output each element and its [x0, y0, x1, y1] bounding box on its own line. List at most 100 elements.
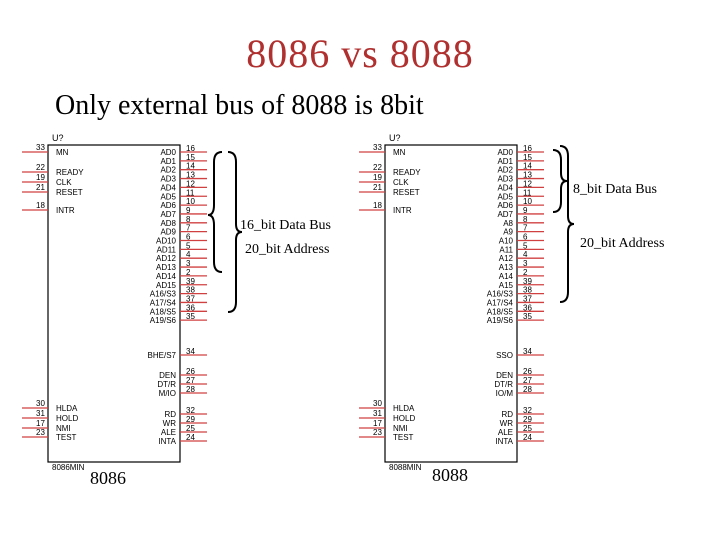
brace-8086-address — [227, 151, 243, 313]
chip-8088-left-pin-name: HLDA — [393, 404, 415, 413]
chip-8088-right-pin-number: 35 — [523, 312, 532, 321]
chip-8088-left-pin-number: 22 — [373, 163, 382, 172]
chip-8088-right-pin-number: 34 — [523, 347, 532, 356]
slide-title: 8086 vs 8088 — [246, 31, 474, 76]
chip-8088-right-pin-name: A13 — [499, 263, 514, 272]
chip-8086-right-pin-name: INTA — [158, 437, 176, 446]
chip-8086-left-pin-number: 33 — [36, 143, 45, 152]
chip-8086-part-label: 8086MIN — [52, 463, 85, 472]
chip-8088-right-pin-number: 28 — [523, 385, 532, 394]
chip-8088-right-pin-name: DT/R — [494, 380, 513, 389]
chip-8086-right-pin-name: A17/S4 — [150, 298, 177, 307]
chip-8086-left-pin-number: 31 — [36, 409, 45, 418]
chip-8088-part-label: 8088MIN — [389, 463, 422, 472]
label-8086-data-bus: 16_bit Data Bus — [240, 218, 331, 233]
chip-8086-right-pin-name: DEN — [159, 371, 176, 380]
chip-8088-right-pin-name: WR — [500, 419, 514, 428]
chip-8086-left-pin-number: 23 — [36, 428, 45, 437]
chip-8086-right-pin-number: 36 — [186, 303, 195, 312]
chip-8088-right-pin-name: A11 — [499, 245, 513, 254]
chip-8088-right-pin-name: AD6 — [497, 201, 513, 210]
chip-8086-right-pin-name: AD11 — [157, 245, 177, 254]
chip-8088-body — [384, 144, 518, 463]
chip-8088-right-pin-number: 27 — [523, 376, 532, 385]
chip-8088-right-pin-number: 29 — [523, 415, 532, 424]
chip-8088-right-pin-name: DEN — [496, 371, 513, 380]
chip-8086-right-pin-name: AD5 — [160, 192, 176, 201]
chip-8086-right-pin-number: 4 — [186, 250, 191, 259]
label-8088-address: 20_bit Address — [580, 236, 665, 251]
chip-8088-left-pin-number: 23 — [373, 428, 382, 437]
chip-8086-right-pin-number: 2 — [186, 268, 191, 277]
chip-8086-right-pin-name: AD13 — [156, 263, 177, 272]
chip-8086-right-pin-name: AD0 — [160, 148, 176, 157]
chip-8086-right-pin-name: A16/S3 — [150, 290, 177, 299]
brace-8086-data-bus — [207, 151, 223, 273]
chip-8086-right-pin-name: A18/S5 — [150, 307, 177, 316]
chip-8086-right-pin-number: 11 — [186, 188, 195, 197]
chip-8086-right-pin-number: 8 — [186, 215, 191, 224]
chip-8086-right-pin-name: AD15 — [156, 281, 177, 290]
caption-8088: 8088 — [432, 465, 468, 485]
chip-8086-left-pin-name: CLK — [56, 178, 72, 187]
chip-8086-right-pin-number: 26 — [186, 367, 195, 376]
chip-8086-right-pin-number: 25 — [186, 424, 195, 433]
chip-8088-left-pin-number: 31 — [373, 409, 382, 418]
chip-8086-right-pin-name: AD12 — [156, 254, 177, 263]
chip-8086-ref: U? — [52, 133, 64, 143]
chip-8088-right-pin-name: A8 — [503, 219, 513, 228]
chip-8086-right-pin-name: AD7 — [160, 210, 176, 219]
chip-8088-right-pin-number: 24 — [523, 433, 532, 442]
brace-8088-data-bus — [552, 149, 568, 213]
caption-8086: 8086 — [90, 468, 126, 488]
chip-8086-right-pin-number: 16 — [186, 144, 195, 153]
chip-8086-right-pin-number: 32 — [186, 406, 195, 415]
chip-8086-body — [47, 144, 181, 463]
chip-8088-left-pin-number: 33 — [373, 143, 382, 152]
chip-8088-right-pin-number: 39 — [523, 277, 532, 286]
chip-8086-left-pin-name: TEST — [56, 433, 77, 442]
chip-8086-left-pin-name: INTR — [56, 206, 75, 215]
chip-8088-right-pin-name: AD0 — [497, 148, 513, 157]
chip-8086-left-pin-number: 18 — [36, 201, 45, 210]
chip-8086-right-pin-number: 14 — [186, 162, 195, 171]
chip-8086-right-pin-name: DT/R — [157, 380, 176, 389]
chip-8088-left-pin-name: MN — [393, 148, 406, 157]
chip-8088-right-pin-number: 2 — [523, 268, 528, 277]
chip-8088-right-pin-name: A16/S3 — [487, 290, 514, 299]
chip-8088-right-pin-name: AD2 — [497, 166, 513, 175]
chip-8088-right-pin-number: 25 — [523, 424, 532, 433]
chip-8088-right-pin-number: 5 — [523, 241, 528, 250]
chip-8088-right-pin-name: A12 — [499, 254, 514, 263]
label-8088-data-bus: 8_bit Data Bus — [573, 182, 657, 197]
chip-8088-right-pin-name: A17/S4 — [487, 298, 514, 307]
chip-8086-right-pin-name: M/IO — [159, 389, 176, 398]
chip-8088-right-pin-name: SSO — [496, 351, 513, 360]
chip-8086-right-pin-number: 28 — [186, 385, 195, 394]
chip-8086-left-pin-name: RESET — [56, 188, 83, 197]
chip-8086-right-pin-name: BHE/S7 — [148, 351, 177, 360]
chip-8088-left-pin-name: INTR — [393, 206, 412, 215]
chip-8086-right-pin-name: A19/S6 — [150, 316, 177, 325]
chip-8086-right-pin-number: 12 — [186, 179, 195, 188]
chip-8086-right-pin-name: AD8 — [160, 219, 176, 228]
chip-8086-right-pin-number: 29 — [186, 415, 195, 424]
chip-8086-right-pin-number: 27 — [186, 376, 195, 385]
chip-8086-right-pin-name: AD10 — [156, 237, 177, 246]
chip-8086-right-pin-name: AD6 — [160, 201, 176, 210]
chip-8086-right-pin-number: 5 — [186, 241, 191, 250]
chip-8086-right-pin-number: 6 — [186, 233, 191, 242]
chip-8088-right-pin-number: 4 — [523, 250, 528, 259]
chip-8088-right-pin-name: INTA — [495, 437, 513, 446]
chip-8088-ref: U? — [389, 133, 401, 143]
chip-8088-right-pin-number: 14 — [523, 162, 532, 171]
chip-8088-right-pin-name: AD5 — [497, 192, 513, 201]
chip-8086-right-pin-number: 38 — [186, 286, 195, 295]
chip-8088-right-pin-number: 10 — [523, 197, 532, 206]
chip-8088-right-pin-name: RD — [501, 410, 513, 419]
chip-8088-right-pin-number: 7 — [523, 224, 528, 233]
chip-8086-right-pin-number: 24 — [186, 433, 195, 442]
chip-8088-right-pin-number: 36 — [523, 303, 532, 312]
chip-8088-right-pin-name: AD4 — [497, 183, 513, 192]
